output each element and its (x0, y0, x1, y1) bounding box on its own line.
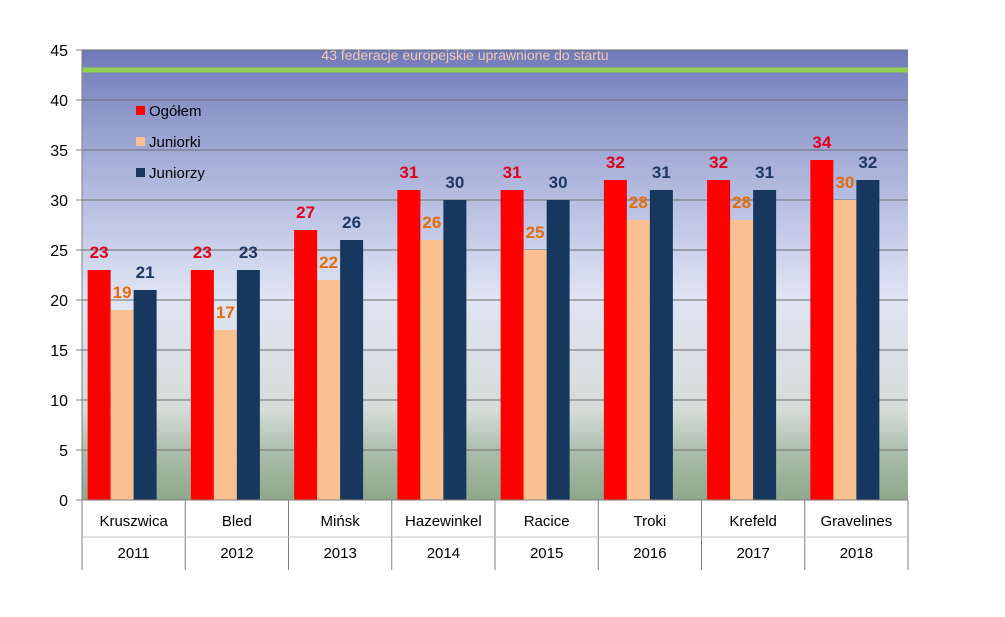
bar-Juniorzy (856, 180, 880, 500)
bar-Juniorzy (133, 290, 157, 500)
bar-Juniorzy (340, 240, 364, 500)
y-tick-label: 20 (50, 293, 68, 310)
bar-Juniorki (523, 250, 547, 500)
data-label: 30 (445, 173, 464, 192)
data-label: 28 (629, 193, 648, 212)
data-label: 21 (136, 263, 155, 282)
bar-Juniorzy (546, 200, 570, 500)
bar-Juniorzy (753, 190, 777, 500)
x-tick-label-place: Hazewinkel (405, 513, 482, 530)
data-label: 26 (422, 213, 441, 232)
bar-Ogółem (603, 180, 627, 500)
x-tick-label-place: Gravelines (821, 513, 893, 530)
data-label: 28 (732, 193, 751, 212)
bar-Juniorzy (236, 270, 260, 500)
bar-Juniorki (110, 310, 134, 500)
bar-Juniorki (420, 240, 444, 500)
reference-line-label: 43 federacje europejskie uprawnione do s… (321, 47, 608, 63)
bar-Ogółem (397, 190, 421, 500)
x-tick-label-place: Bled (222, 513, 252, 530)
data-label: 27 (296, 203, 315, 222)
data-label: 31 (503, 163, 522, 182)
bar-Juniorzy (649, 190, 673, 500)
bar-Juniorki (213, 330, 237, 500)
bar-Ogółem (810, 160, 834, 500)
data-label: 25 (526, 223, 545, 242)
data-label: 34 (812, 133, 831, 152)
legend-label: Ogółem (149, 103, 202, 120)
x-tick-label-year: 2018 (840, 545, 873, 562)
data-label: 31 (652, 163, 671, 182)
x-tick-label-year: 2013 (323, 545, 356, 562)
data-label: 31 (399, 163, 418, 182)
x-tick-label-place: Troki (633, 513, 666, 530)
x-tick-label-year: 2011 (117, 545, 149, 562)
data-label: 30 (835, 173, 854, 192)
y-tick-label: 30 (50, 193, 68, 210)
y-tick-label: 10 (50, 393, 68, 410)
data-label: 23 (90, 243, 109, 262)
data-label: 23 (193, 243, 212, 262)
x-tick-label-year: 2014 (427, 545, 460, 562)
y-tick-label: 35 (50, 143, 68, 160)
data-label: 17 (216, 303, 235, 322)
bar-Juniorki (730, 220, 754, 500)
y-tick-label: 5 (59, 443, 68, 460)
legend-swatch (136, 137, 145, 146)
data-label: 26 (342, 213, 361, 232)
bar-Juniorzy (443, 200, 467, 500)
data-label: 22 (319, 253, 338, 272)
data-label: 31 (755, 163, 774, 182)
legend-label: Juniorzy (149, 165, 205, 182)
legend-swatch (136, 168, 145, 177)
data-label: 32 (709, 153, 728, 172)
data-label: 32 (858, 153, 877, 172)
y-tick-label: 25 (50, 243, 68, 260)
x-tick-label-place: Kruszwica (99, 513, 168, 530)
legend-label: Juniorki (149, 134, 201, 151)
x-tick-label-year: 2015 (530, 545, 563, 562)
x-tick-label-place: Racice (524, 513, 570, 530)
legend-swatch (136, 106, 145, 115)
y-tick-label: 40 (50, 93, 68, 110)
y-tick-label: 45 (50, 43, 68, 60)
y-tick-label: 0 (59, 493, 68, 510)
y-tick-label: 15 (50, 343, 68, 360)
x-tick-label-year: 2017 (736, 545, 769, 562)
bar-Juniorki (833, 200, 857, 500)
bar-Ogółem (87, 270, 111, 500)
x-tick-label-year: 2016 (633, 545, 666, 562)
bar-Ogółem (294, 230, 318, 500)
data-label: 32 (606, 153, 625, 172)
x-tick-label-year: 2012 (220, 545, 253, 562)
data-label: 19 (113, 283, 132, 302)
bar-Ogółem (500, 190, 524, 500)
bar-Juniorki (317, 280, 341, 500)
bar-Juniorki (626, 220, 650, 500)
reference-line (82, 67, 908, 73)
data-label: 30 (549, 173, 568, 192)
bar-Ogółem (707, 180, 731, 500)
bar-Ogółem (190, 270, 214, 500)
data-label: 23 (239, 243, 258, 262)
x-tick-label-place: Mińsk (321, 513, 361, 530)
x-tick-label-place: Krefeld (729, 513, 777, 530)
